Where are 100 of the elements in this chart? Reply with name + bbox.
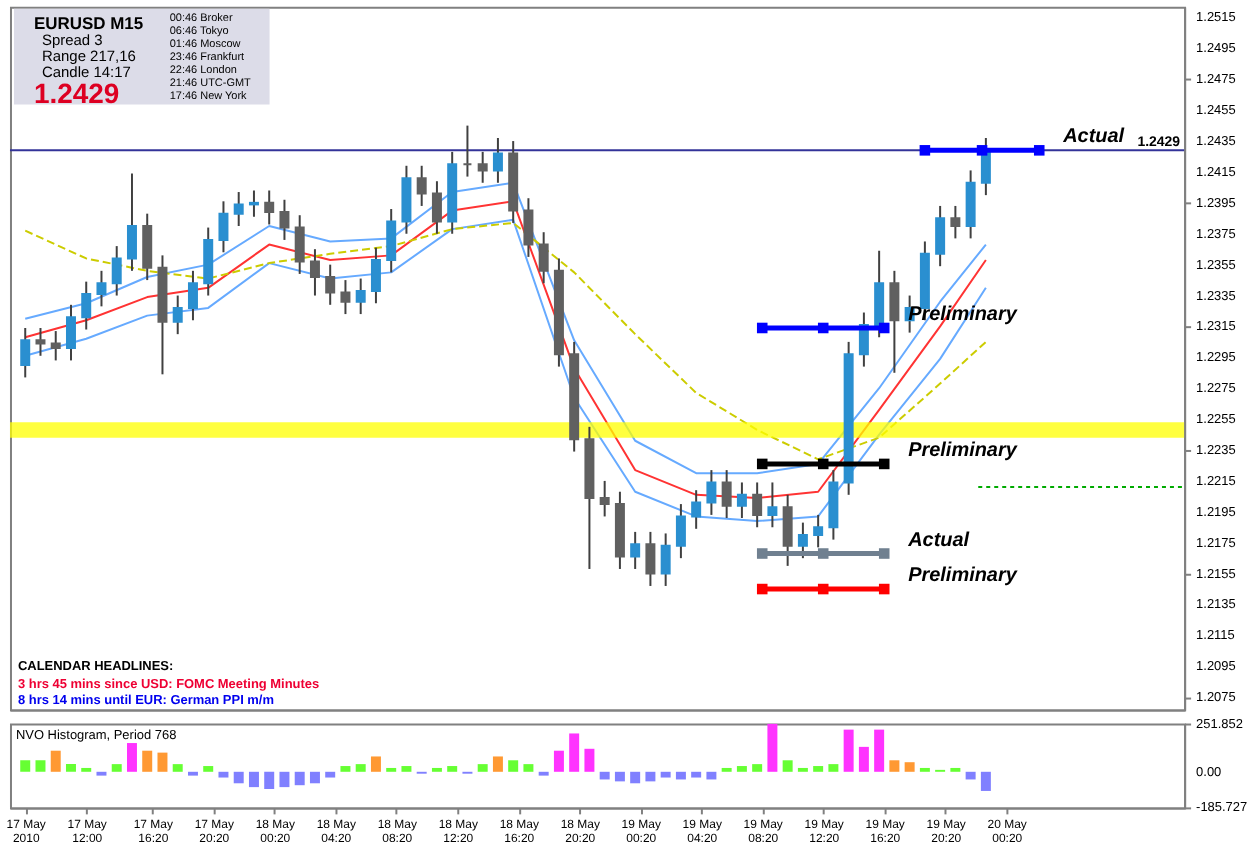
candlestick xyxy=(782,493,793,567)
annotation: Preliminary xyxy=(908,565,1018,588)
point xyxy=(878,322,890,334)
bar xyxy=(569,733,580,772)
candlestick xyxy=(233,191,244,228)
candlestick xyxy=(187,269,198,322)
candlestick xyxy=(218,200,229,254)
bar xyxy=(233,771,244,784)
candlestick xyxy=(630,530,641,570)
candlestick xyxy=(706,469,717,516)
bar xyxy=(370,756,381,772)
bar xyxy=(523,764,534,772)
candlestick xyxy=(370,246,381,305)
point xyxy=(756,458,768,470)
bar xyxy=(279,771,290,788)
bar xyxy=(35,760,46,772)
annotation: EURUSD M15 xyxy=(33,12,144,33)
point xyxy=(817,458,829,470)
bar xyxy=(248,771,259,788)
candlestick xyxy=(81,280,92,331)
candlestick xyxy=(935,204,946,268)
point xyxy=(756,548,768,559)
candlestick xyxy=(35,326,46,357)
bar xyxy=(355,764,366,772)
candlestick xyxy=(599,479,610,518)
annotation: Preliminary xyxy=(908,439,1018,462)
bar xyxy=(111,764,122,772)
bar xyxy=(203,766,214,772)
bar xyxy=(584,748,595,772)
bar xyxy=(630,771,641,784)
candlestick xyxy=(492,136,503,184)
bar xyxy=(828,764,839,772)
candlestick xyxy=(386,208,397,274)
bar xyxy=(65,764,76,772)
point xyxy=(817,583,829,595)
bar xyxy=(447,766,458,772)
candlestick xyxy=(767,481,778,529)
bar xyxy=(599,771,610,780)
bar xyxy=(858,746,869,772)
bar xyxy=(736,766,747,772)
candlestick xyxy=(950,204,961,240)
candlestick xyxy=(675,503,686,560)
bar xyxy=(889,760,900,772)
point xyxy=(919,145,931,156)
bar xyxy=(813,766,824,772)
candlestick xyxy=(965,169,976,240)
candlestick xyxy=(355,277,366,316)
candlestick xyxy=(401,164,412,235)
bar xyxy=(782,760,793,772)
candlestick xyxy=(142,212,153,282)
bar xyxy=(340,766,351,772)
candlestick xyxy=(736,481,747,519)
bar xyxy=(767,723,778,772)
bar xyxy=(843,729,854,772)
bar xyxy=(553,750,564,772)
candlestick xyxy=(203,226,214,297)
candlestick xyxy=(172,294,183,336)
bar xyxy=(126,743,137,772)
candlestick xyxy=(309,248,320,297)
candlestick xyxy=(65,303,76,362)
candlestick xyxy=(828,469,839,541)
bar xyxy=(965,771,976,780)
point xyxy=(756,322,768,334)
candlestick xyxy=(874,249,885,339)
candlestick xyxy=(111,245,122,297)
bar xyxy=(264,771,275,790)
point xyxy=(976,145,988,156)
bar xyxy=(904,762,915,772)
candlestick xyxy=(340,279,351,316)
candlestick xyxy=(538,231,549,285)
point xyxy=(817,548,829,559)
bar xyxy=(691,771,702,778)
bar xyxy=(50,750,61,772)
point xyxy=(878,458,890,470)
bar xyxy=(218,771,229,778)
bar xyxy=(492,756,503,772)
candlestick xyxy=(889,269,900,374)
bar xyxy=(706,771,717,780)
candlestick xyxy=(431,180,442,235)
bar xyxy=(309,771,320,784)
point xyxy=(817,322,829,334)
bar xyxy=(874,729,885,772)
candlestick xyxy=(264,189,275,226)
candlestick xyxy=(96,269,107,308)
candlestick xyxy=(50,330,61,362)
candlestick xyxy=(797,521,808,560)
candlestick xyxy=(721,469,732,519)
bar xyxy=(401,766,412,772)
candlestick xyxy=(660,532,671,587)
bar xyxy=(614,771,625,782)
point xyxy=(878,548,890,559)
bar xyxy=(294,771,305,786)
candlestick xyxy=(126,172,137,272)
candlestick xyxy=(691,489,702,530)
bar xyxy=(20,760,31,772)
candlestick xyxy=(752,481,763,529)
bar xyxy=(660,771,671,778)
point xyxy=(878,583,890,595)
point xyxy=(1033,145,1045,156)
candlestick xyxy=(477,150,488,184)
